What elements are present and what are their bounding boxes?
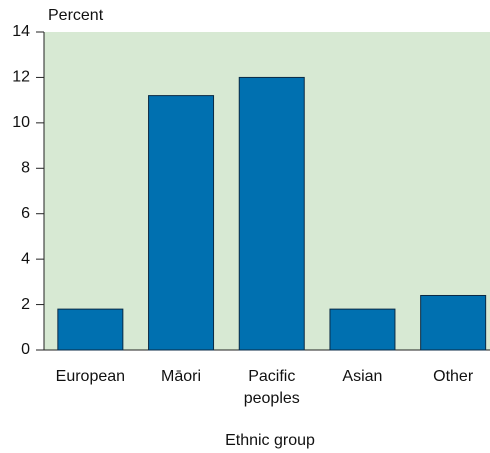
bar	[420, 294, 487, 351]
y-tick-label: 6	[21, 205, 30, 222]
y-axis-title: Percent	[48, 7, 104, 24]
bar	[148, 95, 215, 351]
x-axis-title: Ethnic group	[225, 432, 315, 449]
y-tick-label: 10	[12, 114, 30, 131]
x-tick-label: Asian	[342, 368, 383, 385]
y-tick-label: 12	[12, 69, 30, 86]
y-tick-label: 4	[21, 250, 30, 267]
bar	[329, 308, 396, 351]
y-tick-label: 8	[21, 160, 30, 177]
y-tick-label: 2	[21, 296, 30, 313]
x-tick-label: Māori	[161, 368, 202, 385]
bar	[57, 308, 124, 351]
x-tick-label: Pacific peoples	[243, 368, 300, 407]
y-tick-label: 0	[21, 341, 30, 358]
x-tick-label: European	[55, 368, 126, 385]
x-tick-label: Other	[433, 368, 474, 385]
y-tick-label: 14	[12, 23, 30, 40]
bar	[238, 76, 305, 351]
